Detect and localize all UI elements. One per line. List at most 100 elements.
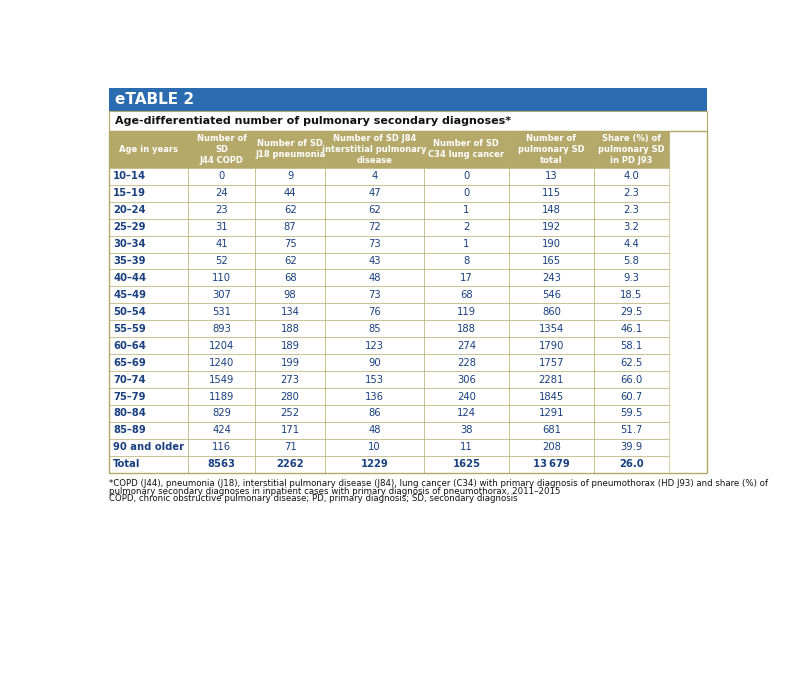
Bar [109,252,188,269]
Bar [509,185,594,202]
Bar [325,202,424,219]
Text: 52: 52 [215,256,228,266]
Bar [509,303,594,320]
Bar [255,185,325,202]
Text: 30–34: 30–34 [113,239,145,249]
Text: 39.9: 39.9 [620,443,642,452]
Bar [255,252,325,269]
Text: 4: 4 [372,171,378,182]
Bar [188,185,255,202]
Bar [509,422,594,439]
Bar [424,252,509,269]
Text: 10–14: 10–14 [113,171,146,182]
Bar [424,202,509,219]
Text: 5.8: 5.8 [623,256,639,266]
Text: 3.2: 3.2 [623,222,639,232]
Bar [325,303,424,320]
Text: 274: 274 [457,341,476,351]
Bar [594,252,669,269]
Text: 531: 531 [213,307,231,317]
Text: 24: 24 [216,188,228,199]
Bar [325,269,424,286]
Bar [325,286,424,303]
Text: 116: 116 [212,443,231,452]
Text: 85: 85 [368,324,381,334]
Bar [255,354,325,371]
Text: 4.4: 4.4 [623,239,639,249]
Bar [509,388,594,405]
Bar [188,354,255,371]
Bar [255,303,325,320]
Bar [109,439,188,456]
Text: 273: 273 [280,375,300,385]
Bar [188,168,255,185]
Text: 71: 71 [284,443,296,452]
Text: 73: 73 [368,239,381,249]
Bar [594,286,669,303]
Text: 60–64: 60–64 [113,341,146,351]
Bar [255,202,325,219]
Text: 1549: 1549 [209,375,234,385]
Text: 171: 171 [280,426,300,435]
Bar [255,269,325,286]
Bar [188,269,255,286]
Text: 41: 41 [216,239,228,249]
Bar [424,371,509,388]
Text: 307: 307 [213,290,231,300]
Text: 110: 110 [213,273,231,283]
Bar [109,303,188,320]
Bar [509,439,594,456]
Text: 11: 11 [460,443,473,452]
Text: 35–39: 35–39 [113,256,145,266]
Bar [325,320,424,337]
Bar [109,371,188,388]
Text: 90 and older: 90 and older [113,443,185,452]
Bar [424,439,509,456]
Text: 9: 9 [287,171,293,182]
Text: Number of SD
C34 lung cancer: Number of SD C34 lung cancer [428,139,504,159]
Bar [594,202,669,219]
Bar [594,422,669,439]
Bar [188,422,255,439]
Text: Number of
SD
J44 COPD: Number of SD J44 COPD [197,134,247,165]
Text: 2.3: 2.3 [623,188,639,199]
Text: 1757: 1757 [539,358,564,368]
Text: *COPD (J44), pneumonia (J18), interstitial pulmonary disease (J84), lung cancer : *COPD (J44), pneumonia (J18), interstiti… [109,479,768,488]
Text: 1625: 1625 [452,459,480,469]
Text: 2281: 2281 [539,375,564,385]
Text: 26.0: 26.0 [619,459,643,469]
Bar [325,131,424,168]
Text: 124: 124 [457,409,476,418]
Text: 86: 86 [368,409,381,418]
Bar [188,320,255,337]
Text: 73: 73 [368,290,381,300]
Bar [424,320,509,337]
Text: 44: 44 [284,188,296,199]
Bar [509,337,594,354]
Text: 1: 1 [463,205,470,215]
Text: 45–49: 45–49 [113,290,146,300]
Bar [424,286,509,303]
Text: 85–89: 85–89 [113,426,145,435]
Bar [325,354,424,371]
Bar [325,422,424,439]
Text: 0: 0 [463,188,470,199]
Text: 188: 188 [457,324,475,334]
Text: 424: 424 [213,426,231,435]
Bar [188,337,255,354]
Bar [509,320,594,337]
Text: COPD, chronic obstructive pulmonary disease; PD, primary diagnosis; SD, secondar: COPD, chronic obstructive pulmonary dise… [109,494,518,503]
Bar [109,354,188,371]
Text: 252: 252 [280,409,300,418]
Text: 68: 68 [284,273,296,283]
Text: 1354: 1354 [539,324,564,334]
Text: eTABLE 2: eTABLE 2 [114,92,193,107]
Bar [188,303,255,320]
Text: 243: 243 [542,273,561,283]
Bar [424,422,509,439]
Bar [109,456,188,473]
Text: 190: 190 [542,239,561,249]
Text: 40–44: 40–44 [113,273,146,283]
Bar [509,286,594,303]
Text: 13: 13 [545,171,558,182]
